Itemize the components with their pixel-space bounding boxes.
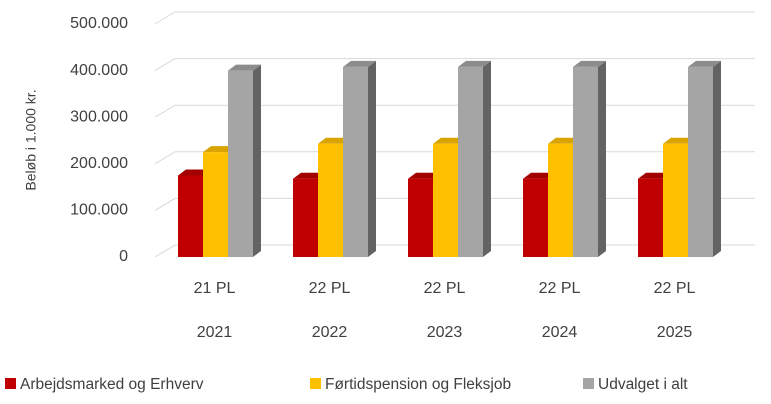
x-tick-label: 21 PL <box>194 280 236 297</box>
bar-side <box>713 60 721 257</box>
bar-top <box>433 137 466 144</box>
bar-front <box>663 143 688 257</box>
bar <box>573 60 606 257</box>
bar-front <box>458 66 483 257</box>
x-tick-label: 22 PL <box>309 280 351 297</box>
bar-top <box>318 137 351 144</box>
bar-front <box>523 178 548 257</box>
x-tick-label: 22 PL <box>424 280 466 297</box>
legend-label: Udvalget i alt <box>598 376 688 393</box>
y-axis-title: Beløb i 1.000 kr. <box>23 89 39 190</box>
bar-top <box>178 169 211 176</box>
bar-top <box>408 172 441 179</box>
legend-label: Førtidspension og Fleksjob <box>325 376 511 393</box>
y-tick-label: 400.000 <box>70 62 128 79</box>
bar <box>688 60 721 257</box>
bar-front <box>548 143 573 257</box>
bar-side <box>598 60 606 257</box>
legend-label: Arbejdsmarked og Erhverv <box>20 376 204 393</box>
bar-side <box>368 60 376 257</box>
grid-line <box>154 104 755 118</box>
bar-front <box>573 66 598 257</box>
bar-front <box>638 178 663 257</box>
bar-front <box>178 175 203 257</box>
bar <box>343 60 376 257</box>
bar-side <box>483 60 491 257</box>
bar-front <box>203 152 228 257</box>
grid-line <box>154 11 755 25</box>
x-tick-label: 2023 <box>427 324 463 341</box>
x-tick-label: 22 PL <box>654 280 696 297</box>
y-tick-label: 200.000 <box>70 155 128 172</box>
legend-swatch <box>310 378 321 389</box>
bar-top <box>293 172 326 179</box>
bar-front <box>293 178 318 257</box>
x-tick-label: 22 PL <box>539 280 581 297</box>
grid-line <box>154 58 755 72</box>
legend-swatch <box>5 378 16 389</box>
bar-top <box>343 60 376 67</box>
bar-front <box>318 143 343 257</box>
bar-top <box>458 60 491 67</box>
bar-top <box>663 137 696 144</box>
bar <box>458 60 491 257</box>
bar-front <box>228 70 253 257</box>
y-tick-label: 0 <box>119 248 128 265</box>
bar-front <box>433 143 458 257</box>
bar-top <box>573 60 606 67</box>
x-tick-label: 2025 <box>657 324 693 341</box>
bar-top <box>228 64 261 71</box>
bar-top <box>203 146 236 153</box>
bar-top <box>638 172 671 179</box>
legend-swatch <box>583 378 594 389</box>
bar-top <box>688 60 721 67</box>
y-tick-label: 500.000 <box>70 15 128 32</box>
bar-front <box>408 178 433 257</box>
bar-front <box>688 66 713 257</box>
bar-top <box>523 172 556 179</box>
bar-side <box>253 64 261 257</box>
bar-front <box>343 66 368 257</box>
x-tick-label: 2022 <box>312 324 348 341</box>
bar <box>228 64 261 257</box>
x-tick-label: 2021 <box>197 324 233 341</box>
y-tick-label: 300.000 <box>70 108 128 125</box>
bar-top <box>548 137 581 144</box>
x-tick-label: 2024 <box>542 324 578 341</box>
y-tick-label: 100.000 <box>70 202 128 219</box>
